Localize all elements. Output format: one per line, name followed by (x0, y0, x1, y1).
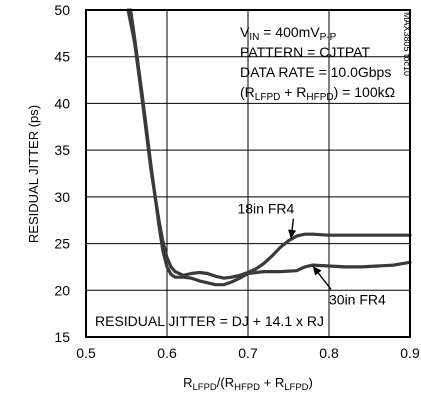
x-tick-label-0.6: 0.6 (157, 345, 177, 361)
plot-frame (85, 9, 411, 338)
condition-line-3-part-0: DATA RATE = 10.0Gbps (240, 64, 391, 80)
x-tick-label-0.7: 0.7 (238, 345, 258, 361)
x-axis-label-part-4: + R (260, 375, 284, 390)
x-tick-label-0.5: 0.5 (76, 345, 96, 361)
condition-line-1-part-0: V (240, 24, 250, 40)
x-axis-label-part-3: HFPD (234, 382, 260, 393)
condition-line-1-part-2: = 400mV (259, 24, 320, 40)
y-tick-label-15: 15 (54, 329, 70, 345)
condition-line-4-part-0: (R (240, 84, 255, 100)
x-axis-label-part-2: /(R (217, 375, 234, 390)
x-axis-label: RLFPD/(RHFPD + RLFPD) (183, 375, 313, 393)
series-line-18in-fr4 (126, 8, 412, 280)
y-axis-label: RESIDUAL JITTER (ps) (26, 105, 41, 243)
condition-line-1: VIN = 400mVP-P (240, 24, 337, 43)
condition-line-1-part-3: P-P (320, 32, 337, 43)
condition-line-1-part-1: IN (249, 32, 259, 43)
label-arrows (288, 218, 332, 290)
tick-labels: 0.5 0.6 0.7 0.8 0.9 15 20 25 30 35 40 45 50 (54, 2, 420, 361)
series-line-30in-fr4 (129, 8, 412, 287)
y-tick-label-40: 40 (54, 95, 70, 111)
y-tick-label-20: 20 (54, 282, 70, 298)
x-axis-label-part-1: LFPD (193, 382, 217, 393)
y-tick-label-45: 45 (54, 49, 70, 65)
series-label-30in-fr4: 30in FR4 (329, 291, 386, 307)
condition-line-4: (RLFPD + RHFPD) = 100kΩ (240, 84, 395, 103)
condition-line-4-part-4: ) = 100kΩ (334, 84, 395, 100)
y-tick-label-50: 50 (54, 2, 70, 18)
series-group (126, 8, 412, 287)
condition-line-4-part-2: + R (280, 84, 306, 100)
condition-line-2: PATTERN = CJTPAT (240, 44, 370, 60)
y-tick-label-35: 35 (54, 142, 70, 158)
arrowhead-30in-fr4 (312, 265, 322, 276)
x-axis-label-part-5: LFPD (284, 382, 308, 393)
x-axis-label-part-0: R (183, 375, 192, 390)
condition-line-4-part-1: LFPD (255, 92, 281, 103)
y-tick-label-30: 30 (54, 189, 70, 205)
arrowhead-18in-fr4 (288, 229, 297, 239)
condition-line-2-part-0: PATTERN = CJTPAT (240, 44, 370, 60)
residual-jitter-formula: RESIDUAL JITTER = DJ + 14.1 x RJ (95, 313, 324, 329)
x-tick-label-0.8: 0.8 (319, 345, 339, 361)
figure-id: MAX3805 toc10 (402, 12, 412, 76)
condition-line-3: DATA RATE = 10.0Gbps (240, 64, 391, 80)
y-tick-label-25: 25 (54, 236, 70, 252)
series-label-18in-fr4: 18in FR4 (237, 201, 294, 217)
grid (86, 10, 410, 337)
x-tick-label-0.9: 0.9 (400, 345, 420, 361)
x-axis-label-part-6: ) (309, 375, 313, 390)
condition-line-4-part-3: HFPD (306, 92, 333, 103)
